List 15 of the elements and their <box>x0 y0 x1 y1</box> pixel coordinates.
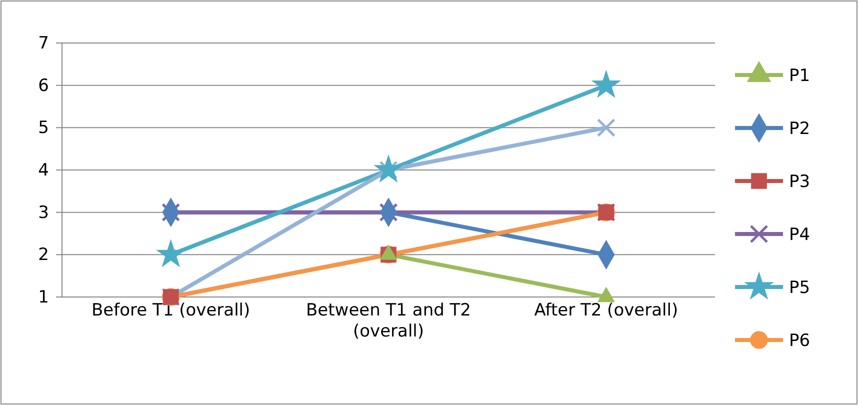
legend-label: P6 <box>789 330 810 351</box>
y-tick-label: 2 <box>38 245 49 266</box>
y-tick-label: 4 <box>38 160 49 180</box>
y-tick-label: 1 <box>38 287 49 308</box>
legend-label: P3 <box>789 172 810 192</box>
legend-label: P5 <box>789 278 810 298</box>
legend-label: P4 <box>789 224 810 245</box>
y-tick-label: 6 <box>38 76 49 96</box>
legend-label: P1 <box>789 66 810 86</box>
legend-label: P2 <box>789 118 810 139</box>
x-tick-label: After T2 (overall) <box>534 300 678 320</box>
y-tick-label: 3 <box>38 202 49 223</box>
y-tick-label: 7 <box>38 33 49 54</box>
x-tick-label: Between T1 and T2 (overall) <box>306 300 471 342</box>
y-tick-label: 5 <box>38 118 49 138</box>
